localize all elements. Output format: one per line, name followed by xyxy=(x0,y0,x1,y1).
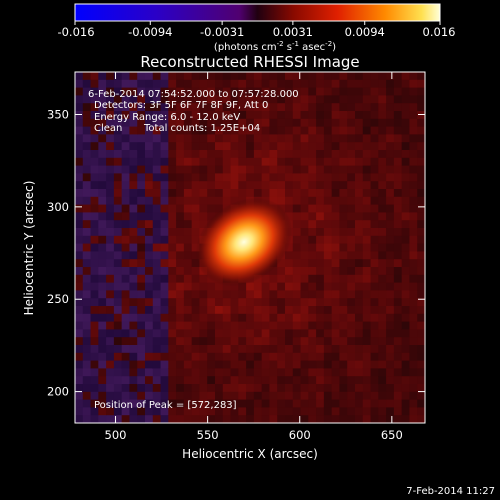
x-tick-label: 550 xyxy=(197,428,219,442)
y-axis-label: Heliocentric Y (arcsec) xyxy=(22,181,36,316)
x-tick-label: 500 xyxy=(105,428,127,442)
x-tick-label: 600 xyxy=(289,428,311,442)
info-peak: Position of Peak = [572,283] xyxy=(94,400,237,411)
info-method: Clean xyxy=(94,123,122,134)
plot-frame xyxy=(74,71,426,424)
plot-title: Reconstructed RHESSI Image xyxy=(140,53,359,71)
y-tick-label: 350 xyxy=(47,107,69,121)
footer-date: 7-Feb-2014 11:27 xyxy=(406,486,495,497)
axis-ticks: 500 550 600 650 200 250 300 350 xyxy=(47,72,425,442)
colorbar-ticks: -0.016 -0.0094 -0.0031 0.0031 0.0094 0.016 xyxy=(57,21,455,39)
colorbar-tick-label: 0.016 xyxy=(423,25,456,39)
colorbar-tick-label: 0.0031 xyxy=(273,25,313,39)
info-counts: Total counts: 1.25E+04 xyxy=(143,123,260,134)
colorbar-tick-label: 0.0094 xyxy=(345,25,385,39)
y-tick-label: 200 xyxy=(47,385,69,399)
colorbar-tick-label: -0.0094 xyxy=(128,25,172,39)
colorbar-tick-label: -0.0031 xyxy=(200,25,244,39)
colorbar-unit-label: (photons cm-2 s-1 asec-2) xyxy=(214,40,336,53)
info-energy: Energy Range: 6.0 - 12.0 keV xyxy=(94,112,240,123)
heatmap-image xyxy=(75,72,425,423)
info-detectors: Detectors: 3F 5F 6F 7F 8F 9F, Att 0 xyxy=(94,100,268,111)
y-tick-label: 300 xyxy=(47,200,69,214)
x-tick-label: 650 xyxy=(381,428,403,442)
y-tick-label: 250 xyxy=(47,292,69,306)
colorbar xyxy=(74,3,441,22)
info-time-range: 6-Feb-2014 07:54:52.000 to 07:57:28.000 xyxy=(88,89,299,100)
colorbar-tick-label: -0.016 xyxy=(57,25,94,39)
x-axis-label: Heliocentric X (arcsec) xyxy=(182,447,318,461)
